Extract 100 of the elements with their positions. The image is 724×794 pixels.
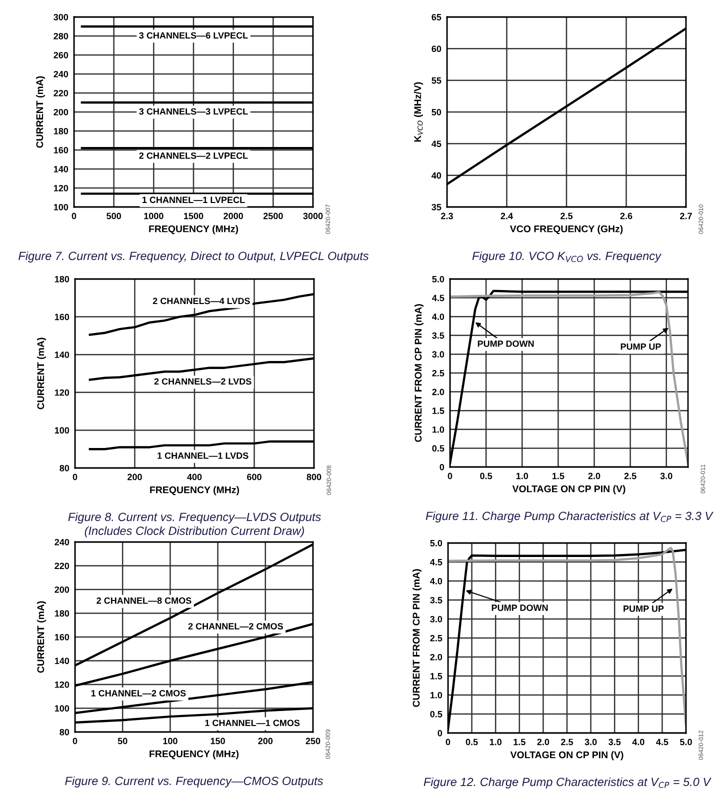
y-tick-label: 2.5: [432, 370, 444, 376]
x-tick-label: 3000: [303, 212, 323, 220]
x-tick-label: 4.5: [656, 738, 668, 746]
x-tick-label: 100: [163, 738, 178, 744]
annotation: PUMP UP: [620, 343, 661, 350]
x-tick-label: 2.3: [441, 212, 453, 220]
y-tick-label: 1.5: [430, 673, 442, 680]
y-tick-label: 50: [432, 108, 442, 116]
y-tick-label: 0.5: [430, 710, 442, 718]
y-tick-label: 100: [54, 204, 68, 210]
annotation: PUMP DOWN: [478, 340, 534, 347]
annotation: PUMP UP: [624, 606, 664, 612]
x-tick-label: 1.5: [552, 472, 564, 480]
x-tick-label: 2.0: [588, 472, 600, 480]
y-tick-label: 55: [432, 77, 442, 84]
x-tick-label: 3.0: [584, 738, 597, 746]
y-axis-title: CURRENT (mA): [36, 601, 46, 673]
y-tick-label: 4.5: [430, 559, 442, 566]
x-tick-label: 600: [247, 474, 262, 480]
y-tick-label: 100: [54, 427, 70, 434]
y-tick-label: 120: [54, 184, 68, 192]
x-tick-label: 200: [258, 738, 273, 744]
y-tick-label: 140: [54, 352, 70, 358]
y-tick-label: 160: [54, 634, 70, 640]
y-tick-label: 5.0: [432, 276, 444, 282]
y-tick-label: 1.0: [432, 426, 444, 433]
x-tick-label: 200: [128, 474, 142, 480]
x-tick-label: 0: [446, 738, 450, 746]
series-label: 3 CHANNELS—6 LVPECL: [139, 32, 248, 39]
y-tick-label: 260: [54, 52, 68, 58]
x-tick-label: 1.0: [516, 472, 528, 480]
y-tick-label: 140: [54, 166, 68, 172]
x-tick-label: 50: [118, 738, 128, 744]
series-label: 1 CHANNEL—1 LVPECL: [142, 196, 245, 204]
y-tick-label: 1.5: [432, 408, 444, 414]
x-tick-label: 400: [187, 474, 202, 480]
y-tick-label: 280: [54, 32, 68, 40]
y-tick-label: 2.5: [430, 634, 442, 642]
y-tick-label: 220: [54, 562, 70, 570]
x-tick-label: 250: [306, 738, 320, 744]
y-tick-label: 4.5: [432, 294, 444, 302]
x-tick-label: 150: [210, 738, 225, 744]
x-tick-label: 2500: [263, 212, 283, 220]
x-tick-label: 800: [306, 474, 322, 480]
x-tick-label: 0: [72, 738, 78, 744]
x-axis-title: VOLTAGE ON CP PIN (V): [512, 485, 626, 494]
y-tick-label: 45: [432, 140, 442, 148]
text: Figure 7. Current vs. Frequency, Direct to Output, LVPECL Outputs: [18, 251, 369, 262]
y-tick-label: 240: [54, 70, 68, 78]
annotation: PUMP DOWN: [492, 604, 548, 611]
y-tick-label: 0.5: [432, 445, 444, 452]
x-axis-title: VOLTAGE ON CP PIN (V): [510, 751, 624, 760]
text: Figure 10. VCO K$_{VCO}$ vs. Frequency: [472, 251, 662, 262]
y-tick-label: 180: [54, 128, 68, 134]
x-tick-label: 2.0: [537, 738, 550, 746]
y-tick-label: 220: [54, 90, 68, 96]
x-tick-label: 2.5: [624, 472, 636, 480]
x-axis-title: FREQUENCY (MHz): [149, 225, 238, 234]
series-label: 1 CHANNEL—1 CMOS: [205, 720, 300, 726]
y-tick-label: 3.0: [432, 351, 444, 358]
y-tick-label: 5.0: [430, 540, 442, 546]
y-tick-label: 0: [440, 464, 444, 470]
x-axis-title: FREQUENCY (MHz): [150, 750, 239, 760]
series-label: 2 CHANNELS—2 LVDS: [154, 378, 252, 385]
y-axis-title: CURRENT FROM CP PIN (mA): [412, 569, 422, 707]
y-axis-title: CURRENT (mA): [36, 338, 46, 410]
y-tick-label: 4.0: [430, 578, 442, 584]
y-tick-label: 120: [54, 389, 70, 396]
x-tick-label: 1000: [144, 212, 164, 220]
series-label: 1 CHANNEL—1 LVDS: [158, 452, 248, 459]
y-tick-label: 4.0: [432, 314, 444, 320]
y-tick-label: 140: [54, 658, 70, 664]
x-tick-label: 0.5: [480, 472, 492, 480]
y-tick-label: 160: [54, 146, 68, 154]
series-label: 2 CHANNEL—8 CMOS: [96, 597, 192, 604]
y-tick-label: 2.0: [432, 388, 444, 396]
y-axis-title: CURRENT (mA): [36, 76, 46, 148]
x-tick-label: 0: [72, 212, 76, 220]
x-axis-title: VCO FREQUENCY (GHz): [510, 225, 623, 234]
y-tick-label: 1.0: [430, 692, 442, 698]
x-tick-label: 4.0: [632, 738, 644, 746]
x-tick-label: 1500: [184, 212, 204, 220]
x-axis-title: FREQUENCY (MHz): [150, 486, 240, 496]
x-tick-label: 2.4: [500, 212, 513, 220]
x-tick-label: 0.5: [466, 738, 478, 746]
series-label: 1 CHANNEL—2 CMOS: [91, 690, 186, 696]
x-tick-label: 2.7: [680, 212, 692, 220]
series-label: 2 CHANNELS—4 LVDS: [152, 298, 250, 304]
x-tick-label: 3.0: [660, 472, 672, 480]
series-label: 3 CHANNELS—3 LVPECL: [139, 108, 248, 115]
y-tick-label: 3.5: [430, 596, 442, 604]
series-label: 2 CHANNELS—2 LVPECL: [139, 152, 248, 159]
y-tick-label: 60: [432, 46, 442, 52]
text: Figure 11. Charge Pump Characteristics at V$_{CP}$ = 3.3 V: [426, 511, 714, 522]
x-tick-label: 500: [106, 212, 121, 220]
x-tick-label: 2.5: [561, 738, 574, 746]
y-tick-label: 120: [54, 681, 70, 688]
y-tick-label: 40: [432, 172, 442, 179]
x-tick-label: 0: [448, 472, 452, 480]
x-tick-label: 2.5: [560, 212, 573, 220]
